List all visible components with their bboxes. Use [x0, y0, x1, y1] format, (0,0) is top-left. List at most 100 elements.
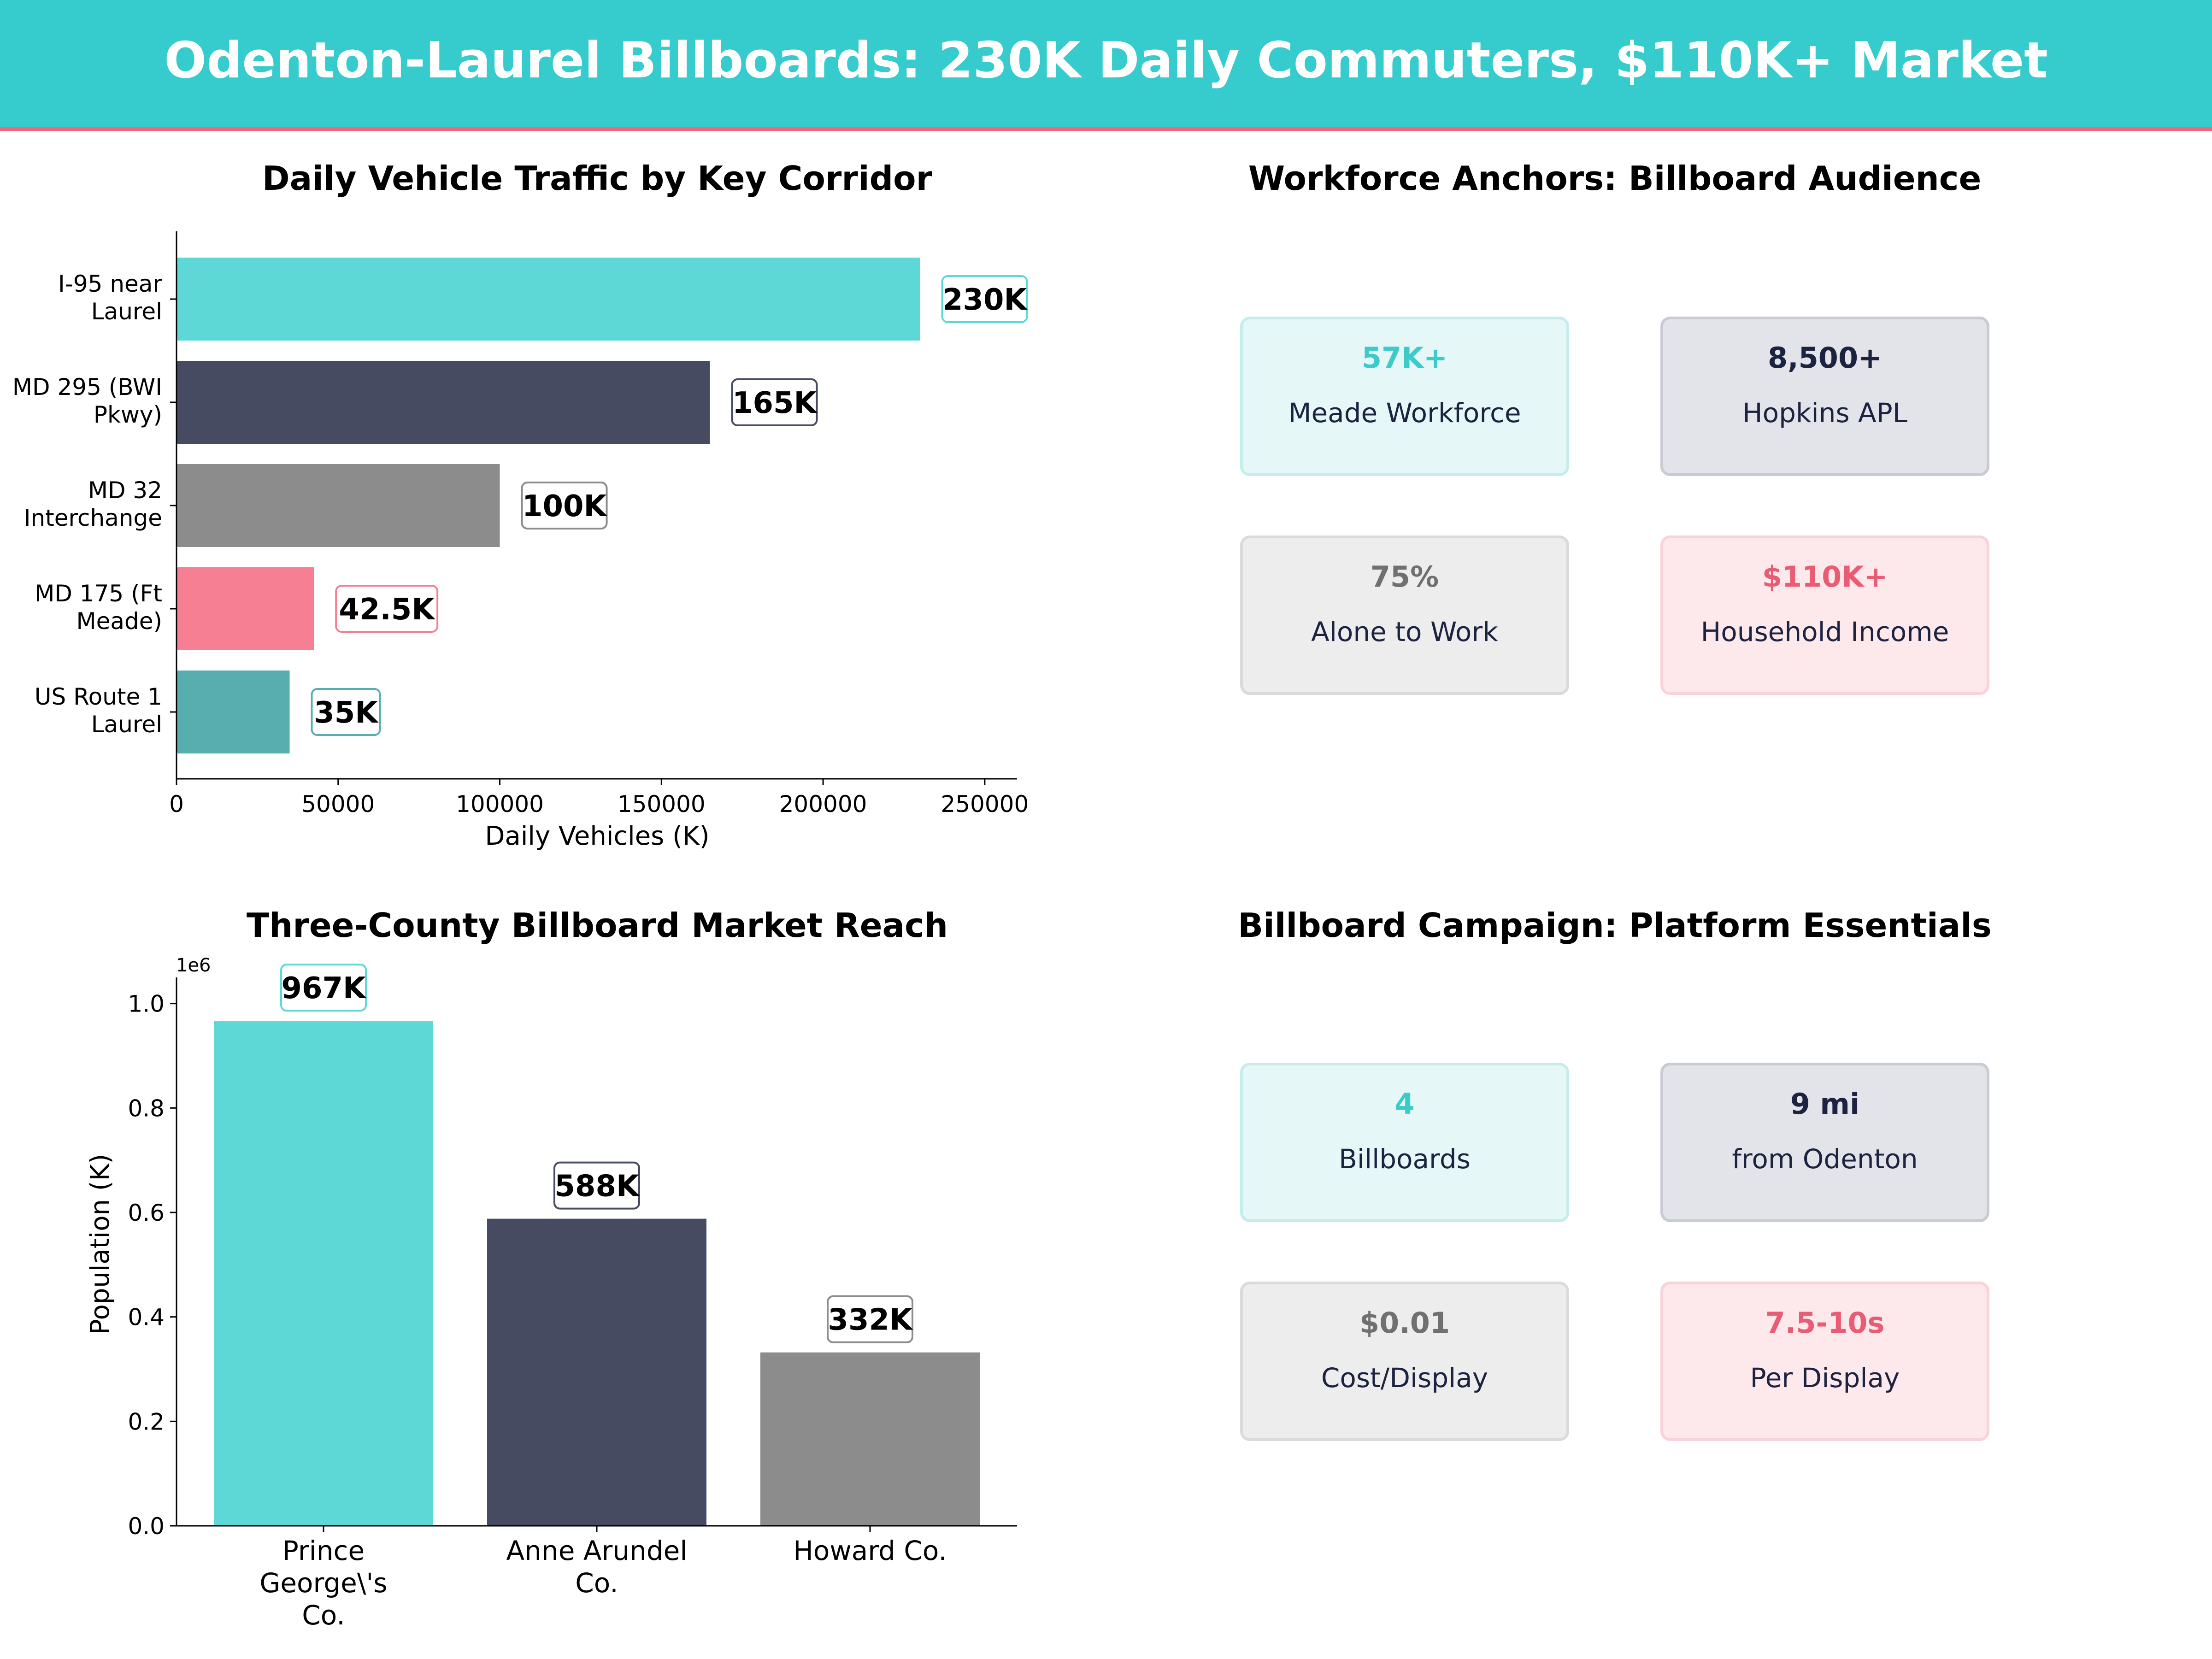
- card-label: Billboards: [1339, 1143, 1471, 1175]
- bar: [176, 464, 500, 547]
- x-tick-label-line: Co.: [302, 1600, 345, 1631]
- y-tick-label: 0.2: [128, 1408, 165, 1435]
- x-tick-label: Anne Arundel Co.: [506, 1535, 688, 1599]
- bar: [176, 671, 290, 753]
- data-label: 165K: [732, 386, 818, 420]
- y-tick-label-line: Meade): [76, 608, 162, 635]
- data-label: 100K: [522, 489, 608, 524]
- card-label: Household Income: [1701, 616, 1949, 647]
- x-tick-label-line: Anne Arundel: [506, 1535, 688, 1566]
- corridor-traffic-chart: Daily Vehicle Traffic by Key Corridor 35…: [12, 159, 1029, 851]
- data-label: 967K: [281, 971, 367, 1006]
- bar-group: 35K 42.5K 100K 165K 230K: [176, 258, 1028, 753]
- x-tick-label-line: Co.: [575, 1567, 618, 1599]
- x-tick-label-line: Prince: [282, 1535, 365, 1566]
- data-label-box: [827, 1295, 913, 1343]
- y-tick-label-line: Interchange: [24, 505, 162, 531]
- x-tick-label: 50000: [301, 791, 375, 818]
- kpi-card: 9 mi from Odenton: [1660, 1063, 1989, 1222]
- kpi-card: 8,500+ Hopkins APL: [1660, 317, 1989, 476]
- bar: [487, 1218, 706, 1526]
- banner-background: [0, 0, 2212, 127]
- card-background: [1240, 1063, 1569, 1222]
- y-tick-label-line: MD 32: [88, 477, 162, 504]
- data-label: 588K: [554, 1170, 640, 1204]
- kpi-card: 75% Alone to Work: [1240, 535, 1569, 695]
- card-background: [1240, 317, 1569, 476]
- card-background: [1660, 1282, 1989, 1441]
- card-label: Meade Workforce: [1288, 397, 1521, 429]
- bar: [214, 1021, 433, 1526]
- data-label-box: [941, 275, 1028, 323]
- x-tick-label: 150000: [618, 791, 706, 818]
- axes: Prince George\'s Co.Anne Arundel Co.Howard …: [128, 977, 1017, 1631]
- data-label-box: [521, 482, 608, 529]
- panel-title: Billboard Campaign: Platform Essentials: [1238, 906, 1992, 945]
- y-tick-label-line: Laurel: [91, 298, 162, 325]
- data-label: 332K: [828, 1303, 913, 1337]
- y-tick-label: I-95 near Laurel: [58, 271, 162, 325]
- y-tick-label: 0.0: [128, 1513, 165, 1540]
- bar: [176, 567, 314, 650]
- header-banner: Odenton-Laurel Billboards: 230K Daily Co…: [0, 0, 2212, 131]
- y-tick-label: 0.6: [128, 1200, 165, 1226]
- data-label: 35K: [314, 696, 379, 730]
- data-label: 42.5K: [339, 593, 435, 627]
- data-label: 230K: [942, 283, 1028, 317]
- kpi-cards: 4 Billboards 9 mi from Odenton $0.01 Cost/Dis…: [1240, 1063, 1989, 1441]
- card-background: [1660, 1063, 1989, 1222]
- panel-title: Workforce Anchors: Billboard Audience: [1248, 159, 1982, 198]
- y-tick-label: US Route 1 Laurel: [35, 683, 162, 738]
- campaign-panel: Billboard Campaign: Platform Essentials …: [1238, 906, 1992, 1441]
- x-axis-label: Daily Vehicles (K): [485, 821, 709, 851]
- y-tick-label: 0.4: [128, 1304, 165, 1331]
- card-value: 9 mi: [1790, 1087, 1860, 1121]
- county-population-chart: Three-County Billboard Market Reach 967K…: [85, 906, 1017, 1631]
- data-label-box: [335, 585, 439, 633]
- y-tick-label-line: MD 295 (BWI: [12, 374, 162, 400]
- card-background: [1240, 535, 1569, 695]
- data-label-box: [280, 964, 367, 1012]
- card-value: $0.01: [1359, 1306, 1450, 1340]
- data-label-box: [731, 378, 818, 426]
- kpi-card: $0.01 Cost/Display: [1240, 1282, 1569, 1441]
- workforce-panel: Workforce Anchors: Billboard Audience 57…: [1240, 159, 1989, 695]
- banner-accent-line: [0, 127, 2212, 131]
- x-tick-label: 100000: [456, 791, 544, 818]
- card-value: 57K+: [1362, 341, 1447, 375]
- bar: [176, 361, 710, 444]
- card-value: 8,500+: [1768, 341, 1882, 375]
- x-tick-label: 0: [169, 791, 184, 818]
- y-tick-label: MD 32 Interchange: [24, 477, 162, 531]
- card-label: Cost/Display: [1321, 1362, 1488, 1394]
- kpi-card: $110K+ Household Income: [1660, 535, 1989, 695]
- x-tick-label-line: Howard Co.: [793, 1535, 947, 1566]
- y-tick-label-line: US Route 1: [35, 683, 162, 710]
- card-value: 7.5-10s: [1765, 1306, 1885, 1340]
- card-background: [1240, 1282, 1569, 1441]
- y-tick-label: 0.8: [128, 1095, 165, 1122]
- x-tick-label: 250000: [941, 791, 1029, 818]
- x-tick-label: Howard Co.: [793, 1535, 947, 1566]
- card-background: [1660, 317, 1989, 476]
- kpi-cards: 57K+ Meade Workforce 8,500+ Hopkins APL 75% A…: [1240, 317, 1989, 695]
- card-label: Hopkins APL: [1742, 397, 1907, 429]
- bar: [760, 1352, 980, 1526]
- card-label: from Odenton: [1732, 1143, 1918, 1175]
- x-tick-label-line: George\'s: [259, 1567, 387, 1599]
- y-tick-label: MD 295 (BWI Pkwy): [12, 374, 162, 428]
- card-label: Per Display: [1750, 1362, 1900, 1394]
- kpi-card: 4 Billboards: [1240, 1063, 1569, 1222]
- y-axis-label: Population (K): [85, 1154, 115, 1335]
- kpi-card: 7.5-10s Per Display: [1660, 1282, 1989, 1441]
- chart-title: Daily Vehicle Traffic by Key Corridor: [262, 159, 933, 198]
- card-label: Alone to Work: [1311, 616, 1498, 647]
- offset-text: 1e6: [176, 955, 211, 976]
- x-tick-label: Prince George\'s Co.: [259, 1535, 387, 1631]
- chart-title: Three-County Billboard Market Reach: [247, 906, 948, 945]
- card-value: 4: [1394, 1087, 1414, 1121]
- card-background: [1660, 535, 1989, 695]
- y-tick-label-line: I-95 near: [58, 271, 162, 297]
